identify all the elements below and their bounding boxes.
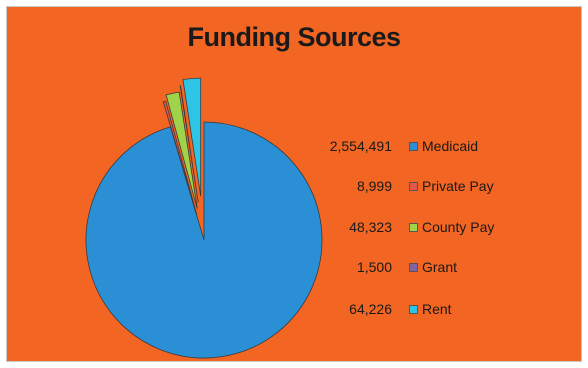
legend-label-rent: Rent bbox=[422, 301, 452, 317]
legend-label-county-pay: County Pay bbox=[422, 219, 495, 235]
legend-value-county-pay: 48,323 bbox=[349, 219, 392, 235]
legend-label-grant: Grant bbox=[422, 259, 458, 275]
legend-value-private-pay: 8,999 bbox=[356, 178, 392, 194]
legend-swatch-rent bbox=[409, 305, 418, 314]
legend-swatch-medicaid bbox=[409, 142, 418, 151]
pie-slice-grant bbox=[179, 85, 199, 203]
legend-label-medicaid: Medicaid bbox=[422, 138, 479, 154]
pie-slice-private-pay bbox=[162, 100, 198, 216]
pie-slice-rent bbox=[182, 77, 202, 197]
pie-slice-medicaid bbox=[85, 121, 323, 359]
legend-label-private-pay: Private Pay bbox=[422, 178, 494, 194]
legend-swatch-grant bbox=[409, 263, 418, 272]
chart-title: Funding Sources bbox=[187, 22, 401, 52]
pie-slice-county-pay bbox=[165, 91, 198, 209]
legend-value-grant: 1,500 bbox=[356, 259, 392, 275]
legend-swatch-county-pay bbox=[409, 223, 418, 232]
legend-value-rent: 64,226 bbox=[349, 301, 392, 317]
legend-value-medicaid: 2,554,491 bbox=[329, 138, 392, 154]
legend-swatch-private-pay bbox=[409, 182, 418, 191]
